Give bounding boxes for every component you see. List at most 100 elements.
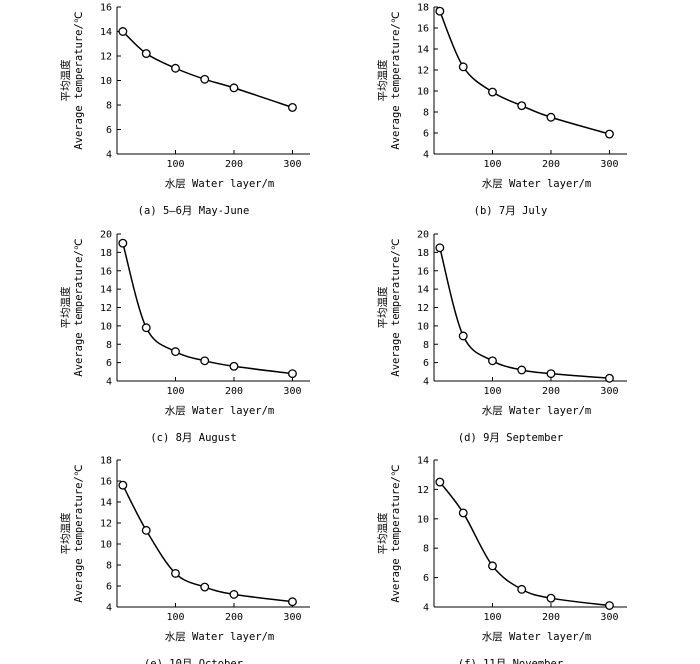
y-tick-label: 14 [100,27,112,38]
y-tick-label: 16 [100,3,112,14]
x-axis-label: 水层 Water layer/m [165,405,275,417]
subfigure-caption: (c) 8月 August [150,432,236,444]
series-line [122,30,293,109]
data-point [458,331,468,341]
y-tick-label: 10 [100,321,112,332]
data-point [435,477,445,487]
data-point [229,589,239,599]
y-tick-label: 12 [100,52,112,63]
y-tick-label: 14 [100,285,112,296]
data-point [546,369,556,379]
y-axis-label-cn: 平均温度 [59,286,72,328]
data-point [517,101,527,111]
y-axis-label-cn: 平均温度 [376,59,389,101]
x-axis-label: 水层 Water layer/m [482,631,592,643]
y-tick-label: 16 [417,266,429,277]
panel-f: 4 6 8 10 12 14 100 200 300 平均温度 Average temperatur… [376,456,627,664]
y-tick-label: 6 [423,573,429,584]
x-tick-label: 300 [600,159,618,170]
y-tick-label: 14 [100,498,112,509]
y-tick-label: 18 [100,456,112,467]
y-tick-label: 14 [417,456,429,467]
data-point [488,561,497,571]
y-tick-label: 16 [100,266,112,277]
y-tick-label: 8 [106,101,112,112]
data-point [288,597,297,607]
y-tick-label: 6 [106,582,112,593]
data-point [118,238,128,248]
data-point [517,584,527,594]
data-point [458,508,468,518]
x-axis-label: 水层 Water layer/m [165,178,275,190]
y-tick-label: 12 [417,66,429,77]
data-point [488,356,497,366]
subfigure-caption: (d) 9月 September [458,432,563,444]
x-tick-label: 200 [542,612,560,623]
y-axis-label-cn: 平均温度 [59,59,72,101]
y-tick-label: 6 [423,129,429,140]
y-axis-label-en: Average temperature/℃ [390,238,402,376]
data-point [229,83,239,93]
x-axis-label: 水层 Water layer/m [482,178,592,190]
x-axis-label: 水层 Water layer/m [165,631,275,643]
data-point [605,129,614,139]
data-point [200,582,210,592]
y-tick-label: 4 [423,603,429,614]
data-point [229,361,239,371]
x-tick-label: 300 [283,386,301,397]
x-tick-label: 100 [166,159,184,170]
data-point [605,601,614,610]
y-tick-label: 10 [100,76,112,87]
y-tick-label: 4 [106,603,112,614]
x-tick-label: 300 [283,612,301,623]
data-point [118,27,128,36]
data-point [171,63,180,73]
x-tick-label: 200 [225,612,243,623]
y-tick-label: 4 [423,377,429,388]
panel-e: 4 6 8 10 12 14 16 18 100 200 300 平均温度 Average temper… [59,456,310,664]
y-tick-label: 8 [423,544,429,555]
data-point [171,568,180,578]
panel-b: 4 6 8 10 12 14 16 18 100 200 300 平均温度 Average temper… [376,3,627,217]
y-tick-label: 12 [100,519,112,530]
y-axis-label-cn: 平均温度 [376,512,389,554]
y-tick-label: 6 [106,358,112,369]
data-point [605,373,614,383]
x-axis-label: 水层 Water layer/m [482,405,592,417]
subfigure-caption: (f) 11月 November [458,658,563,664]
y-tick-label: 20 [100,230,112,241]
y-tick-label: 4 [423,150,429,161]
data-point [546,112,556,122]
y-tick-label: 12 [100,303,112,314]
data-point [200,356,210,366]
x-tick-label: 100 [166,612,184,623]
y-axis-label-cn: 平均温度 [376,286,389,328]
y-tick-label: 4 [106,377,112,388]
y-axis-label-en: Average temperature/℃ [390,11,402,149]
data-point [546,593,556,603]
y-tick-label: 14 [417,285,429,296]
panel-a: 4 6 8 10 12 14 16 100 200 300 平均温度 Average temperat… [59,3,310,217]
y-tick-label: 4 [106,150,112,161]
y-axis-label-en: Average temperature/℃ [73,11,85,149]
x-tick-label: 100 [483,612,501,623]
x-tick-label: 200 [225,386,243,397]
y-tick-label: 18 [100,248,112,259]
data-point [435,6,445,16]
y-tick-label: 6 [106,125,112,136]
data-point [141,323,151,333]
y-tick-label: 14 [417,45,429,56]
panel-d: 4 6 8 10 12 14 16 18 20 100 200 300 平均温度 Average temp… [376,230,627,444]
x-tick-label: 300 [600,386,618,397]
y-tick-label: 8 [423,340,429,351]
data-point [200,74,210,84]
y-tick-label: 16 [417,24,429,35]
x-tick-label: 200 [542,386,560,397]
y-tick-label: 10 [417,321,429,332]
y-tick-label: 10 [417,87,429,98]
y-axis-label-en: Average temperature/℃ [73,238,85,376]
y-tick-label: 8 [106,340,112,351]
y-tick-label: 10 [100,540,112,551]
panel-c: 4 6 8 10 12 14 16 18 20 100 200 300 平均温度 Average temp… [59,230,310,444]
